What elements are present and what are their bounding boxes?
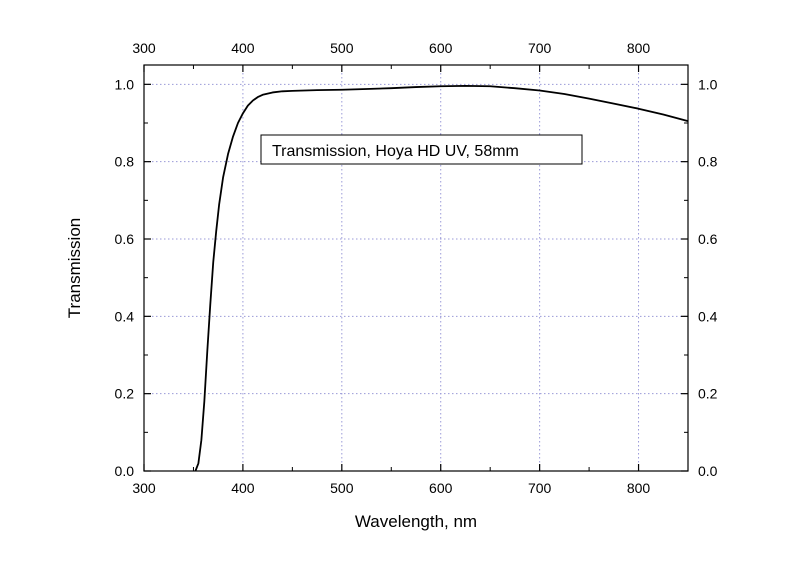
y-tick-label-right: 0.0	[698, 463, 718, 479]
x-tick-label-bottom: 500	[330, 480, 354, 496]
y-tick-label-left: 1.0	[115, 76, 135, 92]
y-tick-label-right: 0.8	[698, 154, 718, 170]
y-tick-label-right: 0.2	[698, 386, 718, 402]
y-axis-title: Transmission	[65, 218, 84, 318]
legend-label: Transmission, Hoya HD UV, 58mm	[272, 143, 519, 160]
x-tick-label-top: 400	[231, 40, 255, 56]
series-line-transmission	[194, 84, 689, 472]
plot-frame	[143, 64, 689, 472]
x-tick-label-top: 500	[330, 40, 354, 56]
x-tick-label-top: 300	[132, 40, 156, 56]
legend: Transmission, Hoya HD UV, 58mm	[260, 134, 583, 165]
series	[194, 84, 689, 472]
legend-box	[260, 134, 583, 165]
y-tick-label-right: 1.0	[698, 76, 718, 92]
ticks	[143, 65, 688, 472]
x-axis-title: Wavelength, nm	[355, 512, 477, 531]
x-tick-label-bottom: 400	[231, 480, 255, 496]
tick-labels: 300 300 400 400 500 500 600 600 700 700 800 800 0.0 0…	[115, 40, 718, 496]
x-tick-label-bottom: 800	[627, 480, 651, 496]
x-tick-label-bottom: 300	[132, 480, 156, 496]
y-tick-label-left: 0.2	[115, 386, 135, 402]
y-tick-label-right: 0.4	[698, 308, 718, 324]
x-tick-label-bottom: 600	[429, 480, 453, 496]
x-tick-label-top: 700	[528, 40, 552, 56]
y-tick-label-left: 0.6	[115, 231, 135, 247]
y-tick-label-left: 0.4	[115, 308, 135, 324]
grid	[144, 65, 688, 471]
y-tick-label-left: 0.0	[115, 463, 135, 479]
y-tick-label-right: 0.6	[698, 231, 718, 247]
x-tick-label-top: 600	[429, 40, 453, 56]
y-tick-label-left: 0.8	[115, 154, 135, 170]
x-tick-label-bottom: 700	[528, 480, 552, 496]
x-tick-label-top: 800	[627, 40, 651, 56]
